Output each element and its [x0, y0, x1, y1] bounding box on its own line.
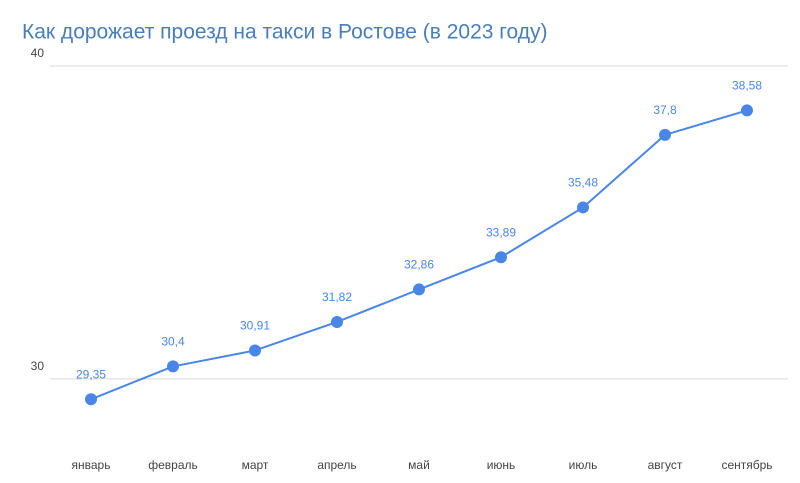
data-label: 35,48 — [568, 176, 598, 190]
data-label: 32,86 — [404, 258, 434, 272]
point — [85, 393, 97, 406]
point — [741, 104, 753, 117]
x-tick-label: июль — [569, 458, 598, 472]
point — [413, 283, 425, 296]
data-label: 37,8 — [653, 103, 677, 117]
data-label: 29,35 — [76, 367, 106, 381]
x-tick-label: август — [648, 458, 683, 472]
y-tick-label: 30 — [31, 359, 45, 373]
data-label: 30,4 — [161, 335, 185, 349]
x-tick-label: сентябрь — [721, 458, 772, 472]
x-tick-label: май — [408, 458, 430, 472]
y-tick-label: 40 — [31, 46, 45, 60]
x-tick-label: март — [242, 458, 269, 472]
point — [495, 251, 507, 264]
point — [249, 344, 261, 357]
x-tick-label: февраль — [148, 458, 198, 472]
point — [167, 360, 179, 373]
line — [90, 109, 748, 401]
data-label: 38,58 — [732, 79, 762, 93]
point — [659, 128, 671, 141]
x-tick-label: июнь — [487, 458, 516, 472]
x-tick-label: апрель — [317, 458, 356, 472]
point — [331, 315, 343, 328]
chart-title: Как дорожает проезд на такси в Ростове (… — [22, 21, 547, 44]
data-label: 31,82 — [322, 290, 352, 304]
data-label: 30,91 — [240, 319, 270, 333]
x-tick-label: январь — [72, 458, 111, 472]
point — [577, 201, 589, 214]
data-label: 33,89 — [486, 225, 516, 239]
